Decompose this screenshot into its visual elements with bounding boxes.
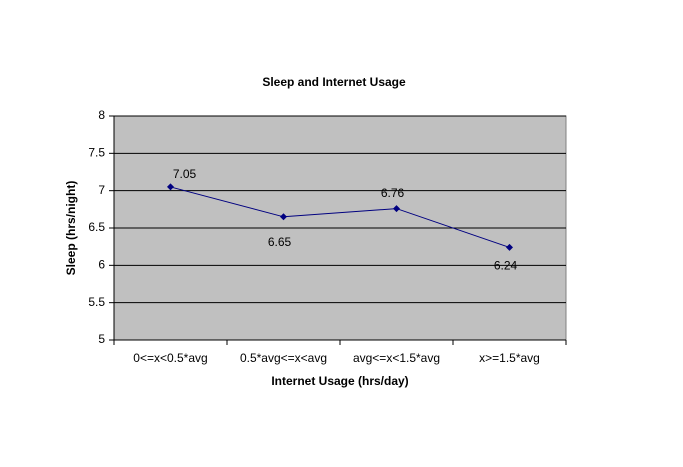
x-tick-label: x>=1.5*avg (479, 351, 540, 365)
y-tick-label: 5 (98, 332, 105, 346)
y-tick-label: 8 (98, 108, 105, 122)
x-axis-label: Internet Usage (hrs/day) (271, 374, 408, 388)
data-marker (167, 183, 174, 191)
data-line (170, 186, 510, 248)
y-tick-label: 6 (98, 258, 105, 272)
x-tick-label: avg<=x<1.5*avg (353, 351, 440, 365)
y-tick-label: 7.5 (88, 146, 105, 160)
y-tick-label: 5.5 (88, 295, 105, 309)
x-tick-label: 0<=x<0.5*avg (133, 351, 207, 365)
y-tick-label: 6.5 (88, 220, 105, 234)
y-axis-label: Sleep (hrs/night) (64, 181, 78, 276)
data-label: 6.76 (381, 186, 405, 200)
data-label: 6.65 (268, 235, 292, 249)
data-label: 7.05 (173, 167, 197, 181)
data-label: 6.24 (494, 259, 518, 273)
data-marker (280, 213, 287, 221)
data-marker (393, 205, 400, 213)
y-tick-label: 7 (98, 183, 105, 197)
data-marker (506, 243, 513, 251)
chart-title: Sleep and Internet Usage (262, 75, 406, 89)
x-tick-label: 0.5*avg<=x<avg (240, 351, 327, 365)
